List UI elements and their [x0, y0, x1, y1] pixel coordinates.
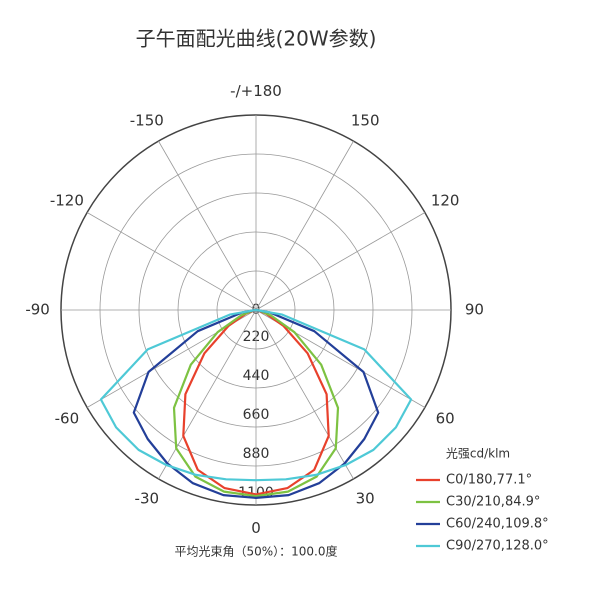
grid-spoke	[255, 212, 426, 311]
chart-title: 子午面配光曲线(20W参数)	[136, 27, 377, 51]
theta-tick-label: -30	[135, 490, 160, 508]
theta-tick-label: 60	[436, 410, 455, 428]
curve	[172, 308, 340, 498]
theta-tick-label: 120	[431, 191, 460, 209]
theta-tick-label: 90	[465, 301, 484, 319]
theta-tick-label: 30	[356, 490, 375, 508]
legend-label: C90/270,128.0°	[446, 539, 549, 554]
curve	[132, 308, 380, 499]
grid-spoke	[86, 212, 257, 311]
theta-tick-label: 150	[351, 111, 380, 129]
theta-tick-label: -60	[55, 410, 80, 428]
theta-tick-label: 0	[251, 519, 261, 537]
grid-spoke	[255, 140, 354, 311]
legend-label: C60/240,109.8°	[446, 517, 549, 532]
grid-spoke	[158, 309, 257, 480]
legend-label: C30/210,84.9°	[446, 495, 540, 510]
footnote: 平均光束角（50%）：100.0度	[174, 544, 337, 559]
theta-tick-label: -/+180	[230, 82, 282, 100]
theta-tick-label: -90	[25, 301, 50, 319]
grid-spoke	[158, 140, 257, 311]
legend-title: 光强cd/klm	[446, 447, 510, 461]
grid-spoke	[255, 309, 354, 480]
curve	[182, 308, 330, 496]
theta-tick-label: -150	[130, 111, 164, 129]
curve	[99, 308, 413, 482]
theta-tick-label: -120	[50, 191, 84, 209]
legend-label: C0/180,77.1°	[446, 473, 532, 488]
